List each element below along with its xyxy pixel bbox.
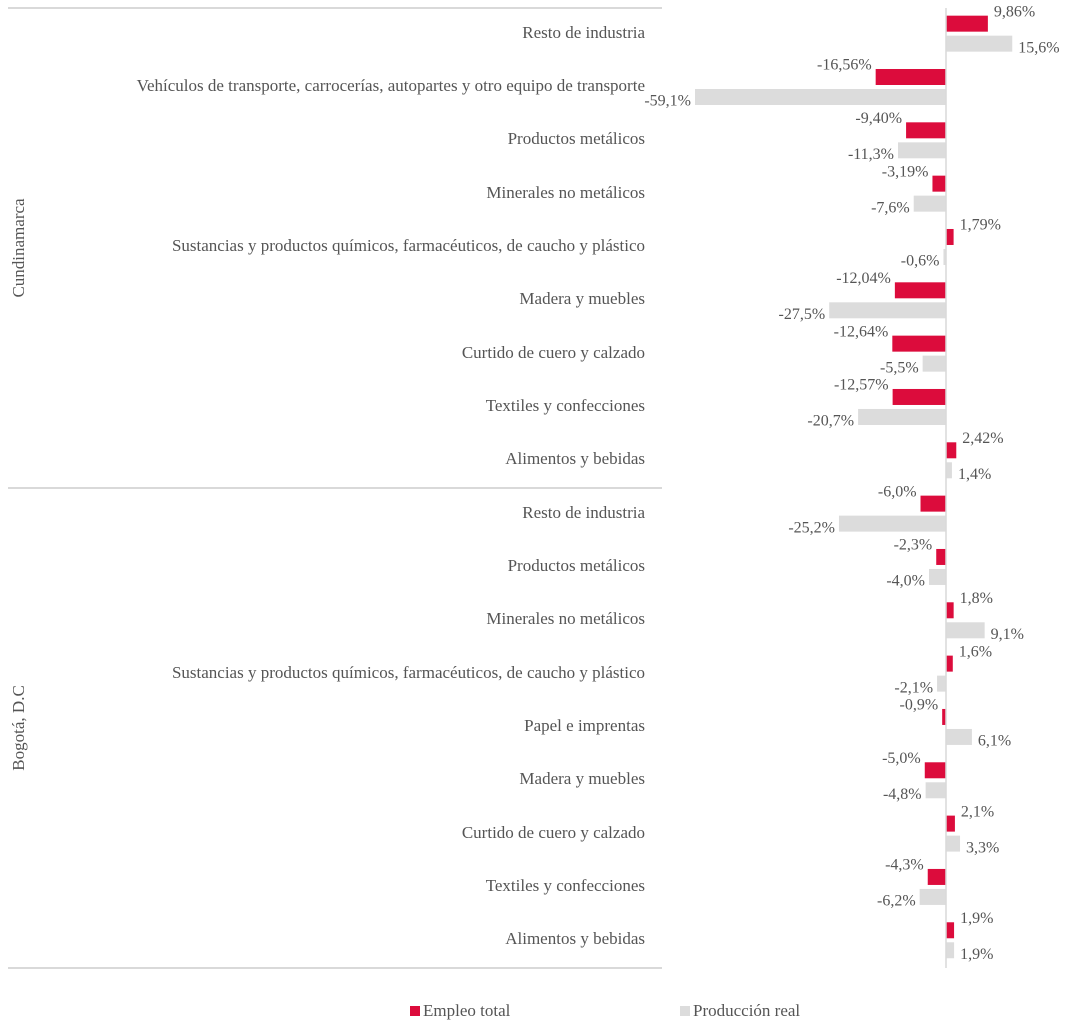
bar: [898, 142, 946, 159]
bar: [946, 228, 954, 245]
value-label: -9,40%: [855, 110, 902, 127]
category-label: Minerales no metálicos: [486, 609, 645, 629]
value-label: 3,3%: [966, 839, 999, 856]
value-label: -0,9%: [900, 697, 939, 714]
bar: [946, 622, 985, 639]
legend-label: Empleo total: [423, 1001, 511, 1020]
value-label: 1,4%: [958, 466, 991, 483]
category-label: Textiles y confecciones: [485, 395, 645, 415]
value-label: -7,6%: [871, 199, 910, 216]
bar: [929, 568, 946, 585]
bar: [892, 388, 946, 405]
value-label: 1,8%: [960, 590, 993, 607]
value-label: 15,6%: [1018, 39, 1059, 56]
category-label: Madera y muebles: [519, 289, 645, 309]
category-label: Productos metálicos: [507, 129, 645, 149]
bar: [946, 442, 957, 459]
category-label: Sustancias y productos químicos, farmacé…: [171, 235, 645, 255]
category-label: Productos metálicos: [507, 555, 645, 575]
value-label: -12,57%: [834, 377, 889, 394]
category-label: Curtido de cuero y calzado: [461, 822, 645, 842]
bar: [913, 195, 946, 212]
bar: [922, 355, 946, 372]
value-label: 6,1%: [978, 733, 1011, 750]
category-label: Alimentos y bebidas: [505, 929, 645, 949]
bar: [924, 762, 946, 779]
bar: [946, 655, 953, 672]
bar: [946, 728, 972, 745]
value-label: -2,1%: [894, 679, 933, 696]
value-label: 1,79%: [960, 217, 1001, 234]
value-label: -4,0%: [886, 573, 925, 590]
bar: [946, 35, 1013, 52]
bar: [838, 515, 946, 532]
bar: [943, 248, 946, 265]
value-label: -16,56%: [817, 57, 872, 74]
value-label: -5,0%: [882, 750, 921, 767]
value-label: 1,9%: [960, 910, 993, 927]
category-label: Papel e imprentas: [524, 715, 645, 735]
bar: [858, 408, 946, 425]
bar: [946, 602, 954, 619]
value-label: -2,3%: [894, 537, 933, 554]
value-label: -59,1%: [644, 93, 691, 110]
category-label: Resto de industria: [522, 502, 645, 522]
bar: [829, 302, 946, 319]
value-label: -20,7%: [807, 413, 854, 430]
value-label: -11,3%: [848, 146, 894, 163]
legend-swatch: [680, 1006, 690, 1016]
category-label: Madera y muebles: [519, 769, 645, 789]
group-label: Bogotá, D.C: [9, 685, 28, 770]
bar: [946, 462, 952, 479]
value-label: 2,1%: [961, 803, 994, 820]
category-label: Vehículos de transporte, carrocerías, au…: [136, 75, 645, 95]
legend-label: Producción real: [693, 1001, 800, 1020]
bar: [927, 868, 946, 885]
value-label: -25,2%: [788, 519, 835, 536]
bar: [946, 922, 955, 939]
category-label: Alimentos y bebidas: [505, 449, 645, 469]
value-label: -4,3%: [885, 857, 924, 874]
legend-swatch: [410, 1006, 420, 1016]
value-label: 1,9%: [960, 946, 993, 963]
category-label: Textiles y confecciones: [485, 875, 645, 895]
bar: [942, 708, 946, 725]
value-label: -27,5%: [779, 306, 826, 323]
bar: [894, 282, 946, 299]
value-label: -12,64%: [834, 323, 889, 340]
category-label: Minerales no metálicos: [486, 182, 645, 202]
bar: [695, 88, 946, 105]
bar: [919, 888, 946, 905]
bar: [925, 782, 946, 799]
bar: [875, 68, 946, 85]
value-label: -3,19%: [882, 163, 929, 180]
bar: [906, 122, 946, 139]
bar: [937, 675, 946, 692]
bar: [892, 335, 946, 352]
bar: [946, 835, 961, 852]
value-label: -6,2%: [877, 893, 916, 910]
value-label: -0,6%: [901, 253, 940, 270]
value-label: 9,86%: [994, 3, 1035, 20]
category-label: Resto de industria: [522, 22, 645, 42]
bar: [932, 175, 946, 192]
value-label: 2,42%: [962, 430, 1003, 447]
bar: [920, 495, 946, 512]
value-label: -4,8%: [883, 786, 922, 803]
value-label: -12,04%: [836, 270, 891, 287]
bar: [946, 815, 955, 832]
category-label: Curtido de cuero y calzado: [461, 342, 645, 362]
value-label: -5,5%: [880, 359, 919, 376]
category-label: Sustancias y productos químicos, farmacé…: [171, 662, 645, 682]
value-label: 1,6%: [959, 643, 992, 660]
bar: [946, 15, 988, 32]
bar: [936, 548, 946, 565]
bar: [946, 942, 955, 959]
value-label: -6,0%: [878, 483, 917, 500]
group-label: Cundinamarca: [9, 198, 28, 298]
value-label: 9,1%: [991, 626, 1024, 643]
